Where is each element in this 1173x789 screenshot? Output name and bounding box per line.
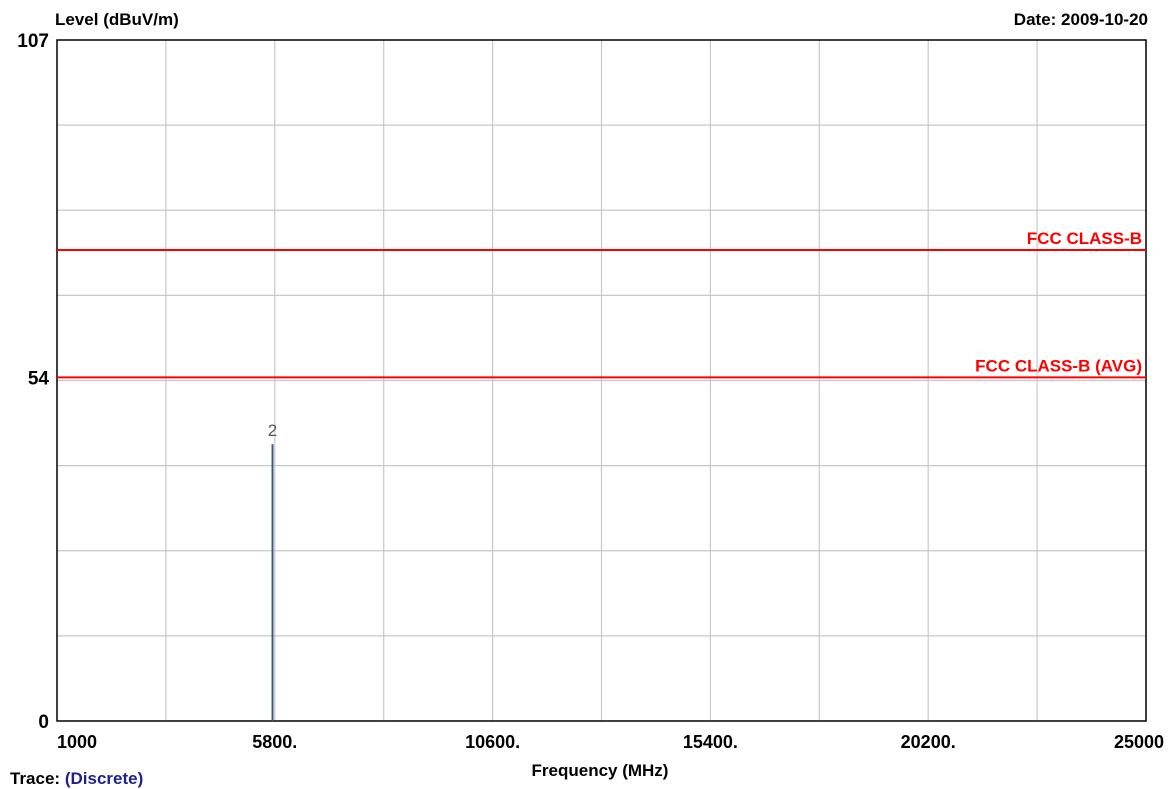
signal-markers: 2 bbox=[268, 421, 277, 721]
y-tick-labels: 107 54 0 bbox=[17, 31, 49, 733]
x-tick-label: 15400. bbox=[683, 732, 738, 752]
x-tick-label: 5800. bbox=[252, 732, 297, 752]
x-tick-label: 10600. bbox=[465, 732, 520, 752]
x-axis-label: Frequency (MHz) bbox=[532, 761, 669, 780]
y-tick-label: 0 bbox=[38, 712, 49, 733]
limit-line-label: FCC CLASS-B (AVG) bbox=[975, 356, 1142, 375]
y-tick-label: 54 bbox=[28, 368, 50, 389]
trace-value: (Discrete) bbox=[64, 769, 144, 788]
x-tick-label: 25000 bbox=[1114, 732, 1164, 752]
y-axis-label: Level (dBuV/m) bbox=[55, 10, 179, 29]
x-tick-labels: 1000 5800. 10600. 15400. 20200. 25000 bbox=[57, 732, 1164, 752]
grid-lines bbox=[57, 40, 1146, 721]
date-label: Date: 2009-10-20 bbox=[1014, 10, 1148, 29]
plot-frame bbox=[56, 39, 1147, 722]
limit-lines: FCC CLASS-B FCC CLASS-B (AVG) bbox=[57, 229, 1146, 379]
signal-marker-label: 2 bbox=[268, 421, 277, 440]
y-tick-label: 107 bbox=[17, 31, 49, 52]
x-tick-label: 1000 bbox=[57, 732, 97, 752]
trace-info: Trace: (Discrete) bbox=[10, 769, 143, 789]
trace-label: Trace: bbox=[10, 769, 61, 788]
limit-line-label: FCC CLASS-B bbox=[1027, 229, 1142, 248]
x-tick-label: 20200. bbox=[901, 732, 956, 752]
